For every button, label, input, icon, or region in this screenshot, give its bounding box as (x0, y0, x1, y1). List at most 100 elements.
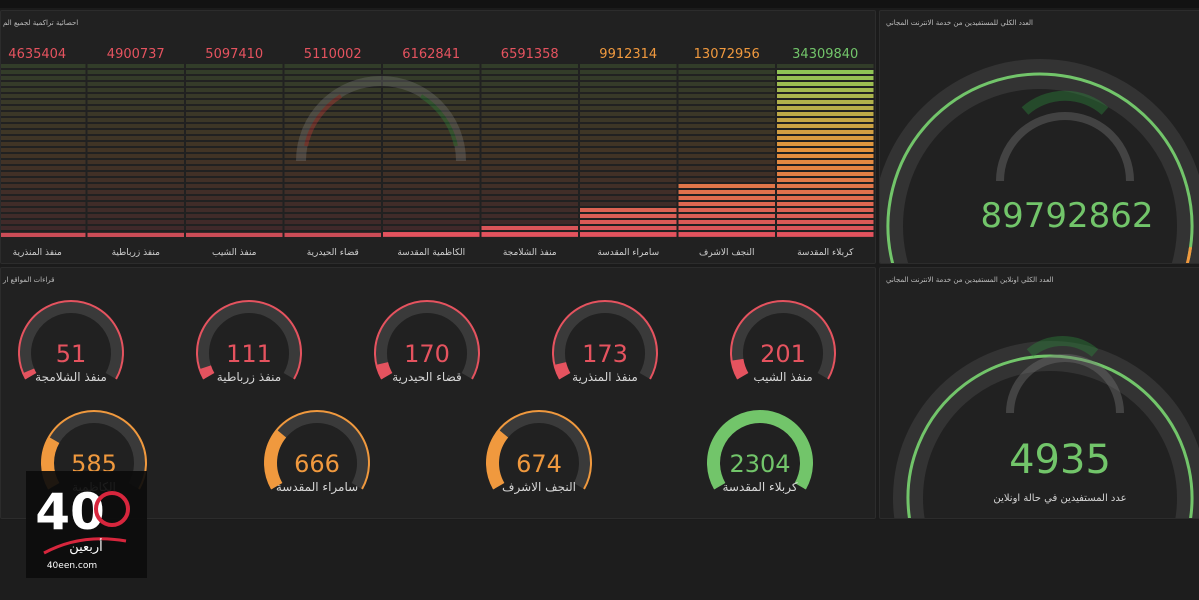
bar-segment (1, 130, 86, 134)
bar-label: الكاظمية المقدسة (397, 248, 465, 258)
bar-segment (186, 94, 283, 98)
bar-segment (1, 106, 86, 110)
bar-segment (87, 196, 184, 200)
bar-label: النجف الاشرف (699, 248, 754, 258)
bar-segment (284, 136, 381, 140)
bar-segment (678, 94, 775, 98)
bar-segment (186, 136, 283, 140)
bar-segment (678, 226, 775, 230)
bar-segment (284, 142, 381, 146)
bar-segment (284, 70, 381, 74)
bar-value: 6591358 (501, 47, 559, 62)
bar-segment (777, 124, 874, 128)
bar-segment (678, 202, 775, 206)
bar-segment (580, 112, 677, 116)
bar-segment (678, 76, 775, 80)
bar-segment (777, 202, 874, 206)
gauge-value: 201 (760, 340, 806, 368)
bar-segment (284, 112, 381, 116)
gauge-threshold (1185, 246, 1193, 263)
bar-segment (678, 100, 775, 104)
gauge-fill (487, 429, 509, 489)
bar-segment (481, 220, 578, 224)
gauge-track (553, 301, 657, 379)
bar-segment (777, 70, 874, 74)
bar-segment (678, 70, 775, 74)
bar-segment (481, 154, 578, 158)
bar-segment (87, 106, 184, 110)
bar-segment (777, 76, 874, 80)
bar-value: 4900737 (107, 47, 165, 62)
bar-segment (777, 196, 874, 200)
panel-title: العدد الكلي للمستفيدين من خدمة الانترنت … (886, 19, 1033, 27)
bottom-area (0, 520, 1199, 600)
bar-segment (284, 166, 381, 170)
bar-segment (481, 70, 578, 74)
gauge-track (375, 301, 479, 379)
bar-segment (678, 82, 775, 86)
gauge-fill (886, 72, 1194, 263)
bar-segment (1, 100, 86, 104)
bar-segment (284, 172, 381, 176)
bar-segment (580, 166, 677, 170)
bar-segment (383, 172, 480, 176)
bar-segment (580, 70, 677, 74)
bar-segment (481, 202, 578, 206)
gauge-outline (374, 300, 480, 380)
bar-column: 13072956 النجف الاشرف (678, 47, 775, 258)
bar-segment (186, 166, 283, 170)
bar-segment (678, 136, 775, 140)
bar-segment (186, 208, 283, 212)
bar-segment (87, 88, 184, 92)
bar-segment (87, 202, 184, 206)
total-value: 89792862 (980, 196, 1153, 236)
bar-base (481, 233, 578, 237)
gauge-value: 674 (516, 450, 562, 478)
bar-segment (678, 196, 775, 200)
bar-segment (87, 160, 184, 164)
bar-segment (777, 220, 874, 224)
bar-segment (777, 142, 874, 146)
bar-base (777, 233, 874, 237)
bar-segment (481, 130, 578, 134)
bar-segment (580, 76, 677, 80)
bar-segment (87, 124, 184, 128)
bar-segment (1, 142, 86, 146)
bar-segment (87, 94, 184, 98)
bar-segment (481, 226, 578, 230)
total-beneficiaries-panel: العدد الكلي للمستفيدين من خدمة الانترنت … (879, 10, 1199, 264)
bar-segment (580, 160, 677, 164)
bar-segment (481, 136, 578, 140)
watermark-number: 40 (35, 483, 105, 541)
bar-segment (777, 118, 874, 122)
bar-segment (284, 220, 381, 224)
gauge-label: منفذ زرباطية (217, 370, 281, 385)
bar-segment (383, 184, 480, 188)
bar-segment (87, 136, 184, 140)
bar-segment (186, 130, 283, 134)
gauge-value: 2304 (729, 450, 790, 478)
bar-segment (1, 208, 86, 212)
bar-segment (678, 64, 775, 68)
bar-segment (383, 76, 480, 80)
panel-title: قراءات المواقع ار (3, 276, 55, 284)
bar-segment (383, 178, 480, 182)
bar-segment (284, 226, 381, 230)
bar-segment (678, 148, 775, 152)
bar-segment (1, 166, 86, 170)
bar-segment (87, 190, 184, 194)
bar-segment (383, 100, 480, 104)
bar-segment (777, 100, 874, 104)
site-gauge: 173 منفذ المنذرية (552, 300, 658, 385)
bar-segment (678, 154, 775, 158)
gauge-fill (708, 411, 812, 489)
gauge-track (197, 301, 301, 379)
bar-value: 9912314 (599, 47, 657, 62)
bar-column: 4635404 منفذ المنذرية (1, 47, 86, 258)
bar-segment (284, 178, 381, 182)
bar-segment (481, 160, 578, 164)
bar-column: 9912314 سامراء المقدسة (580, 47, 677, 258)
bar-segment (87, 166, 184, 170)
watermark-arabic: أربعين (69, 538, 103, 555)
bar-segment (580, 82, 677, 86)
